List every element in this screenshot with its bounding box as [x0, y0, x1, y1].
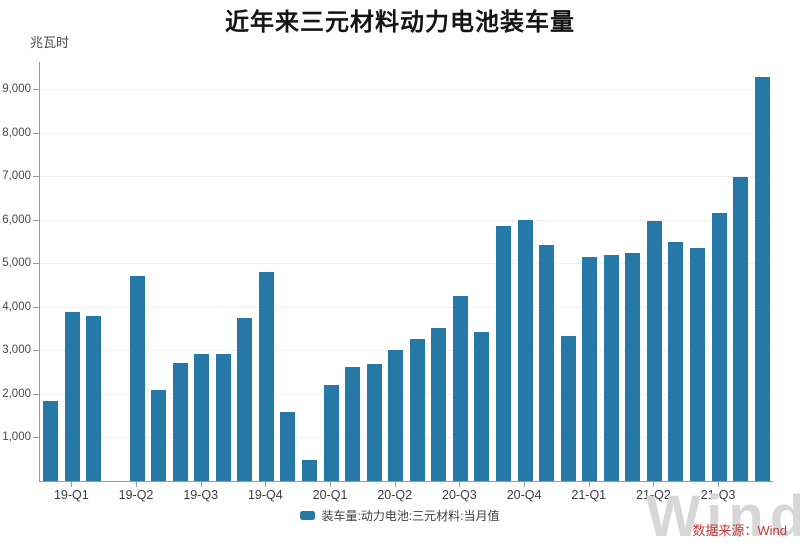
x-axis-tick — [71, 482, 73, 487]
y-tick-label: 1,000 — [2, 431, 31, 444]
x-axis-tick — [200, 482, 202, 487]
gridline — [40, 437, 773, 439]
y-tick-label: 5,000 — [2, 257, 31, 270]
bar — [237, 317, 253, 481]
bar — [754, 77, 770, 481]
x-tick-label: 19-Q2 — [118, 488, 154, 502]
bar — [151, 389, 167, 481]
bar — [452, 296, 468, 481]
gridline — [40, 350, 773, 352]
wind-watermark: Wind — [646, 484, 800, 549]
x-tick-label: 20-Q4 — [506, 488, 542, 502]
bar — [711, 212, 727, 481]
x-axis-tick — [265, 482, 267, 487]
y-axis-unit-label: 兆瓦时 — [30, 35, 70, 50]
bar — [258, 271, 274, 481]
gridline — [40, 306, 773, 308]
bar — [496, 225, 511, 481]
x-tick-label: 21-Q3 — [700, 488, 736, 502]
y-axis-tick — [33, 89, 39, 91]
bar — [388, 350, 404, 481]
bar — [215, 353, 231, 481]
y-tick-label: 7,000 — [2, 170, 31, 183]
bar — [43, 400, 59, 481]
x-axis-tick — [524, 482, 526, 487]
gridline — [40, 219, 773, 221]
bar — [172, 363, 188, 481]
y-axis-tick — [33, 132, 39, 134]
plot-area — [39, 62, 773, 482]
bar — [194, 354, 210, 481]
x-tick-label: 21-Q1 — [571, 488, 607, 502]
bar — [625, 253, 641, 481]
bar — [517, 219, 533, 481]
gridline — [40, 132, 773, 134]
bar — [129, 276, 145, 481]
legend: 装车量:动力电池:三元材料:当月值 — [0, 508, 800, 523]
y-axis-tick — [33, 176, 39, 178]
y-tick-label: 8,000 — [2, 126, 31, 139]
x-axis-tick — [588, 482, 590, 487]
x-tick-label: 20-Q2 — [377, 488, 413, 502]
y-axis-tick — [33, 263, 39, 265]
gridline — [40, 263, 773, 265]
bar — [474, 332, 490, 481]
x-tick-label: 19-Q4 — [247, 488, 283, 502]
gridline — [40, 89, 773, 91]
x-tick-label: 19-Q3 — [183, 488, 219, 502]
x-axis-tick — [718, 482, 720, 487]
bar — [733, 176, 749, 481]
y-tick-label: 3,000 — [2, 344, 31, 357]
x-axis-tick — [394, 482, 396, 487]
x-tick-label: 20-Q1 — [312, 488, 348, 502]
y-tick-label: 2,000 — [2, 387, 31, 400]
x-axis-tick — [653, 482, 655, 487]
bar — [603, 254, 619, 481]
bar — [539, 245, 555, 481]
bar — [582, 257, 598, 481]
y-axis-tick — [33, 393, 39, 395]
y-tick-label: 9,000 — [2, 83, 31, 96]
bar — [345, 367, 361, 481]
y-axis-tick — [33, 437, 39, 439]
x-axis-tick — [459, 482, 461, 487]
bar — [301, 459, 317, 481]
bar — [86, 315, 102, 481]
bar — [690, 247, 706, 481]
legend-label: 装车量:动力电池:三元材料:当月值 — [321, 508, 500, 523]
y-axis-tick — [33, 306, 39, 308]
bar — [431, 328, 447, 481]
bar — [323, 384, 339, 481]
bar — [668, 242, 684, 481]
x-tick-label: 21-Q2 — [636, 488, 671, 502]
y-tick-label: 6,000 — [2, 213, 31, 226]
bar — [366, 364, 382, 481]
x-tick-label: 19-Q1 — [53, 488, 89, 502]
gridline — [40, 176, 773, 178]
bar — [280, 412, 296, 481]
legend-swatch — [300, 510, 316, 520]
y-axis-tick — [33, 350, 39, 352]
bar — [646, 220, 662, 481]
gridline — [40, 393, 773, 395]
x-tick-label: 20-Q3 — [442, 488, 477, 502]
y-tick-label: 4,000 — [2, 300, 31, 313]
bar — [64, 311, 80, 481]
bar — [409, 339, 425, 481]
data-source-note: 数据来源：Wind — [692, 523, 787, 538]
x-axis-tick — [136, 482, 137, 487]
bar — [560, 336, 576, 481]
y-axis-tick — [33, 219, 39, 221]
x-axis-tick — [330, 482, 332, 487]
chart-title: 近年来三元材料动力电池装车量 — [225, 9, 575, 36]
